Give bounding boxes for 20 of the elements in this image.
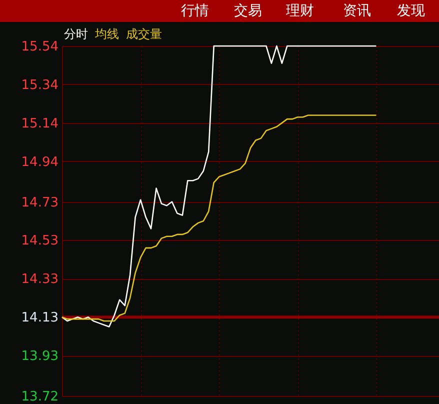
text: 理财 xyxy=(286,3,314,19)
text: 成交量 xyxy=(126,27,162,41)
line-series xyxy=(61,45,377,328)
y-tick-label: 13.72 xyxy=(21,390,58,404)
y-tick-label: 15.54 xyxy=(21,40,58,54)
y-tick-label: 15.14 xyxy=(21,116,58,132)
text: 资讯 xyxy=(343,3,371,19)
y-tick-label: 14.53 xyxy=(21,234,58,249)
y-tick-label: 14.94 xyxy=(21,154,58,170)
y-tick-label: 13.93 xyxy=(21,349,58,364)
text: 均线 xyxy=(94,27,119,41)
y-tick-label: 14.13 xyxy=(21,310,58,326)
y-tick-label: 15.34 xyxy=(21,78,58,93)
text: 分时 xyxy=(64,27,88,41)
y-tick-label: 14.73 xyxy=(21,195,58,210)
text: 行情 xyxy=(181,3,209,19)
y-tick-label: 14.33 xyxy=(21,272,58,288)
text: 发现 xyxy=(397,3,425,19)
text: 交易 xyxy=(234,3,262,19)
line-series xyxy=(61,114,377,322)
